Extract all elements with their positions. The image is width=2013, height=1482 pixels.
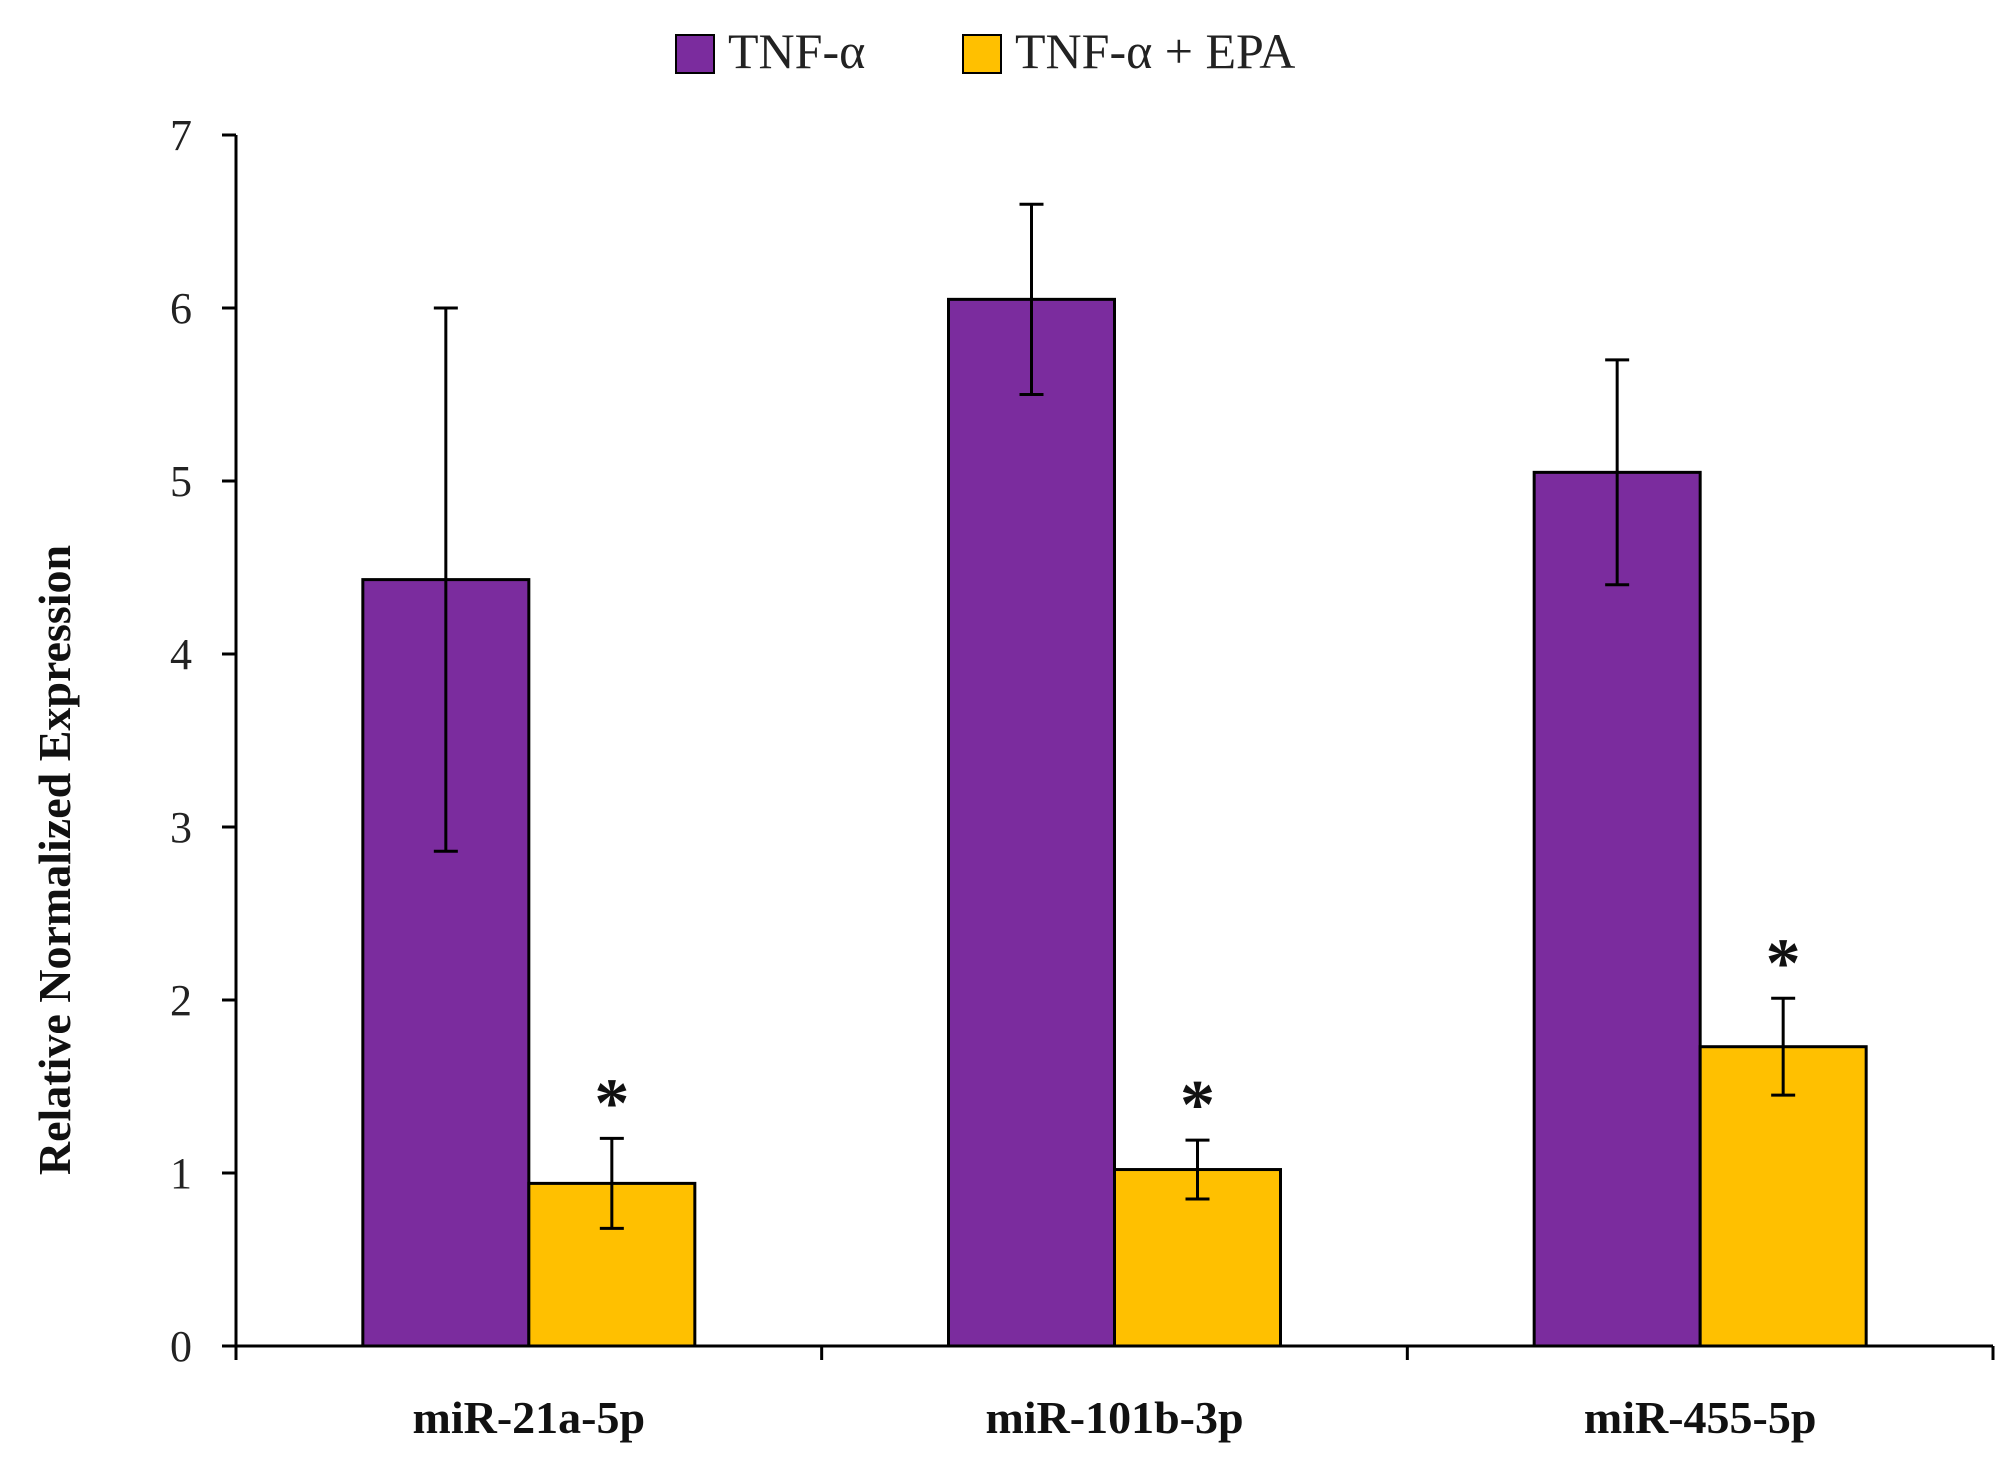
y-tick-label: 7 — [170, 111, 192, 160]
significance-star: * — [1766, 925, 1801, 1002]
legend-label-tnf: TNF-α — [728, 23, 865, 79]
y-tick-label: 0 — [170, 1322, 192, 1371]
x-tick-label: miR-455-5p — [1584, 1392, 1817, 1443]
legend-swatch-tnf-epa — [962, 34, 1002, 74]
bars — [361, 297, 1868, 1348]
legend-swatch-tnf — [675, 34, 715, 74]
significance-star: * — [1180, 1067, 1215, 1144]
significance-star: * — [594, 1065, 629, 1142]
bar-tnf-2 — [947, 297, 1116, 1348]
y-tick-label: 6 — [170, 284, 192, 333]
x-tick-label: miR-101b-3p — [985, 1392, 1243, 1443]
error-bars — [433, 202, 1796, 1230]
x-tick-label: miR-21a-5p — [413, 1392, 646, 1443]
y-tick-label: 2 — [170, 976, 192, 1025]
legend: TNF-α TNF-α + EPA — [675, 23, 1295, 79]
y-tick-label: 4 — [170, 630, 192, 679]
y-tick-label: 5 — [170, 457, 192, 506]
bar-tnf-3 — [1532, 470, 1702, 1348]
y-tick-label: 1 — [170, 1149, 192, 1198]
labels: * miR-21a-5p * miR-101b-3p * miR-455-5p — [413, 925, 1817, 1443]
legend-label-tnf-epa: TNF-α + EPA — [1015, 23, 1295, 79]
y-tick-label: 3 — [170, 803, 192, 852]
y-axis-label: Relative Normalized Expression — [29, 545, 80, 1175]
